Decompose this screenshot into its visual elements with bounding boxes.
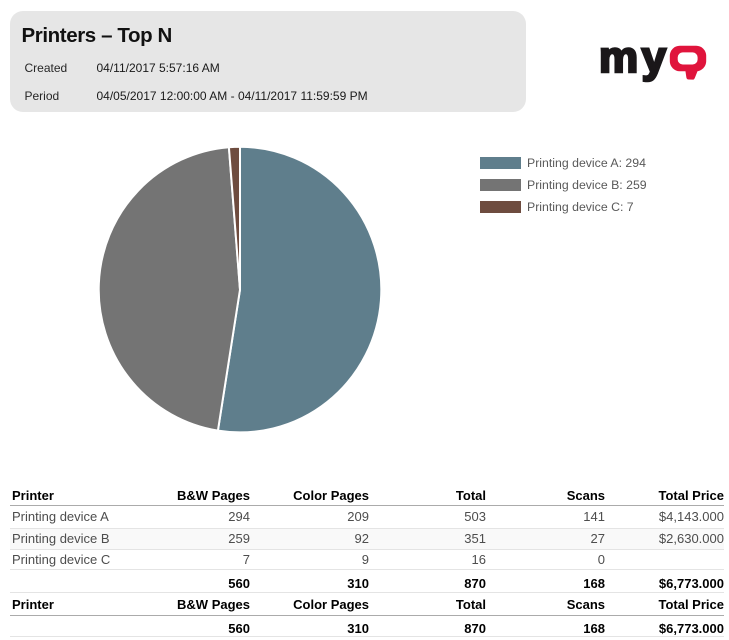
svg-text:my: my	[599, 40, 670, 82]
